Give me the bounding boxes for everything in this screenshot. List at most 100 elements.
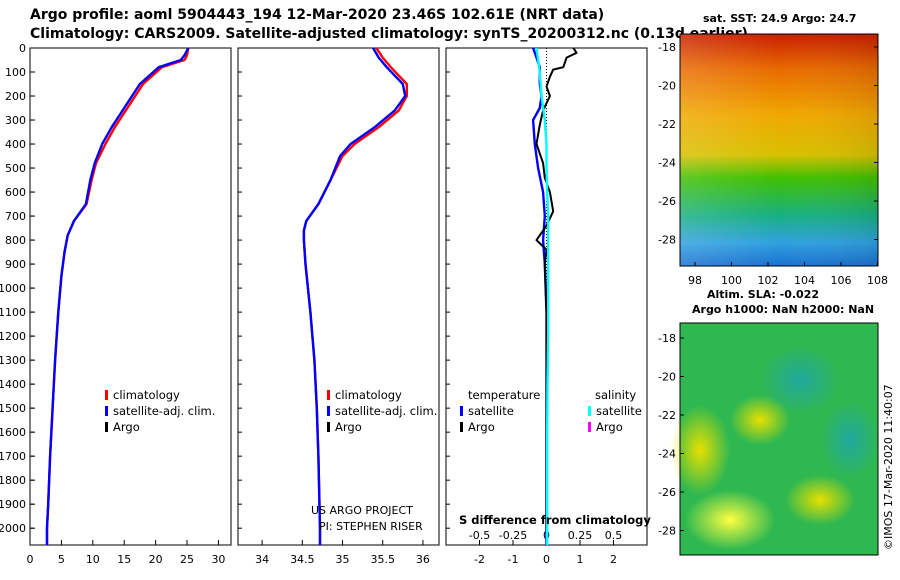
legend-swatch-sal-satellite: [588, 406, 591, 416]
map-lat-label: -22: [658, 118, 676, 131]
map-lat-label: -20: [658, 80, 676, 93]
depth-tick-label: 100: [5, 66, 26, 79]
imos-credit: ©IMOS 17-Mar-2020 11:40:07: [882, 384, 895, 550]
map-lon-label: 106: [831, 274, 852, 287]
sla-blob: [685, 490, 775, 550]
temperature-panel: 0 5 10 15 20 25 30: [27, 47, 225, 566]
depth-tick-label: 1200: [0, 330, 26, 343]
legend-title-temperature: temperature: [468, 388, 540, 402]
title-line-1: Argo profile: aoml 5904443_194 12-Mar-20…: [30, 7, 605, 23]
depth-tick-label: 1100: [0, 306, 26, 319]
sla-map-title-2: Argo h1000: NaN h2000: NaN: [692, 303, 874, 316]
depth-tick-label: 200: [5, 90, 26, 103]
salinity-panel: 34 34.5 35 35.5 36: [238, 47, 430, 566]
sst-map: sat. SST: 24.9 Argo: 24.7 -18 -20 -22 -24 -2…: [658, 12, 888, 287]
series-line-salinity-satellite: [535, 47, 550, 545]
title-line-2: Climatology: CARS2009. Satellite-adjuste…: [30, 26, 748, 42]
sla-map-title-1: Altim. SLA: -0.022: [707, 288, 819, 301]
series-line-satellite-adj-clim-: [45, 47, 190, 545]
sla-blob: [760, 345, 840, 415]
legend-label-temp-argo: Argo: [468, 420, 495, 434]
map-lat-label: -22: [658, 409, 676, 422]
map-lat-label: -26: [658, 195, 676, 208]
sla-blob: [730, 395, 790, 445]
series-line-climatology: [45, 47, 190, 545]
x-tick-label: 0: [543, 553, 550, 566]
map-lon-label: 108: [867, 274, 888, 287]
depth-tick-label: 400: [5, 138, 26, 151]
difference-xlabel: S difference from climatology: [459, 513, 651, 527]
map-lon-label: 100: [721, 274, 742, 287]
sst-map-title: sat. SST: 24.9 Argo: 24.7: [703, 12, 856, 25]
sla-blob: [820, 400, 880, 480]
x-tick-label: 35.5: [370, 553, 395, 566]
legend-label-sal-argo: Argo: [596, 420, 623, 434]
legend-swatch-climatology: [105, 390, 108, 400]
series-line-temperature-argo: [535, 47, 578, 529]
x-tick-label: 15: [117, 553, 131, 566]
x-tick-label: -2: [474, 553, 485, 566]
depth-tick-label: 0: [19, 42, 26, 55]
sst-map-frame: [679, 33, 879, 267]
depth-tick-label: 500: [5, 162, 26, 175]
depth-tick-label: 1400: [0, 378, 26, 391]
legend-swatch-satellite: [327, 406, 330, 416]
x-tick-label: 10: [86, 553, 100, 566]
salinity-panel-frame: [237, 47, 440, 546]
sla-map: Altim. SLA: -0.022 Argo h1000: NaN h2000…: [658, 288, 895, 556]
depth-tick-label: 1500: [0, 402, 26, 415]
x-tick-label: 0: [27, 553, 34, 566]
x-tick-label: 25: [180, 553, 194, 566]
legend-swatch-sal-argo: [588, 422, 591, 432]
legend-swatch-argo: [327, 422, 330, 432]
legend-label-climatology: climatology: [113, 388, 180, 402]
legend-swatch-climatology: [327, 390, 330, 400]
x-tick-label: -1: [508, 553, 519, 566]
x-tick-label: 34.5: [290, 553, 315, 566]
x-tick-label: 35: [336, 553, 350, 566]
legend-swatch-satellite: [105, 406, 108, 416]
depth-tick-label: 600: [5, 186, 26, 199]
map-lon-label: 98: [688, 274, 702, 287]
legend-label-temp-satellite: satellite: [468, 404, 514, 418]
depth-tick-label: 1900: [0, 498, 26, 511]
salinity-diff-tick-label: -0.5: [469, 529, 490, 542]
map-lon-label: 102: [758, 274, 779, 287]
map-lat-label: -28: [658, 234, 676, 247]
depth-tick-label: 1300: [0, 354, 26, 367]
depth-tick-label: 800: [5, 234, 26, 247]
depth-tick-label: 700: [5, 210, 26, 223]
map-lat-label: -28: [658, 525, 676, 538]
legend-swatch-temp-satellite: [460, 406, 463, 416]
legend-label-argo: Argo: [113, 420, 140, 434]
x-tick-label: 20: [149, 553, 163, 566]
legend-swatch-temp-argo: [460, 422, 463, 432]
legend-label-satellite: satellite-adj. clim.: [335, 404, 437, 418]
difference-legend: temperature salinity satellite Argo sate…: [459, 388, 651, 527]
legend-label-argo: Argo: [335, 420, 362, 434]
legend-title-salinity: salinity: [595, 388, 636, 402]
depth-tick-label: 1700: [0, 450, 26, 463]
map-lat-label: -20: [658, 371, 676, 384]
credit-pi: PI: STEPHEN RISER: [319, 520, 423, 533]
credit-project: US ARGO PROJECT: [311, 504, 413, 517]
legend-label-satellite: satellite-adj. clim.: [113, 404, 215, 418]
x-tick-label: 5: [58, 553, 65, 566]
depth-tick-label: 900: [5, 258, 26, 271]
map-lat-label: -24: [658, 157, 676, 170]
legend-label-climatology: climatology: [335, 388, 402, 402]
salinity-diff-tick-label: -0.25: [499, 529, 527, 542]
depth-tick-label: 1000: [0, 282, 26, 295]
x-tick-label: 36: [416, 553, 430, 566]
x-tick-label: 30: [211, 553, 225, 566]
legend-swatch-argo: [105, 422, 108, 432]
difference-panel: -2 -1 0 1 2-0.5 -0.25 0 0.25 0.5: [446, 47, 623, 566]
depth-tick-label: 300: [5, 114, 26, 127]
map-lat-label: -26: [658, 486, 676, 499]
temperature-legend: climatology satellite-adj. clim. Argo: [105, 388, 215, 434]
salinity-diff-tick-label: 0.5: [605, 529, 623, 542]
x-tick-label: 2: [610, 553, 617, 566]
depth-axis: 0 100 200 300 400 500 600 700 800 900 1000 1100 1200…: [0, 42, 35, 535]
sst-map-shade: [680, 34, 878, 266]
